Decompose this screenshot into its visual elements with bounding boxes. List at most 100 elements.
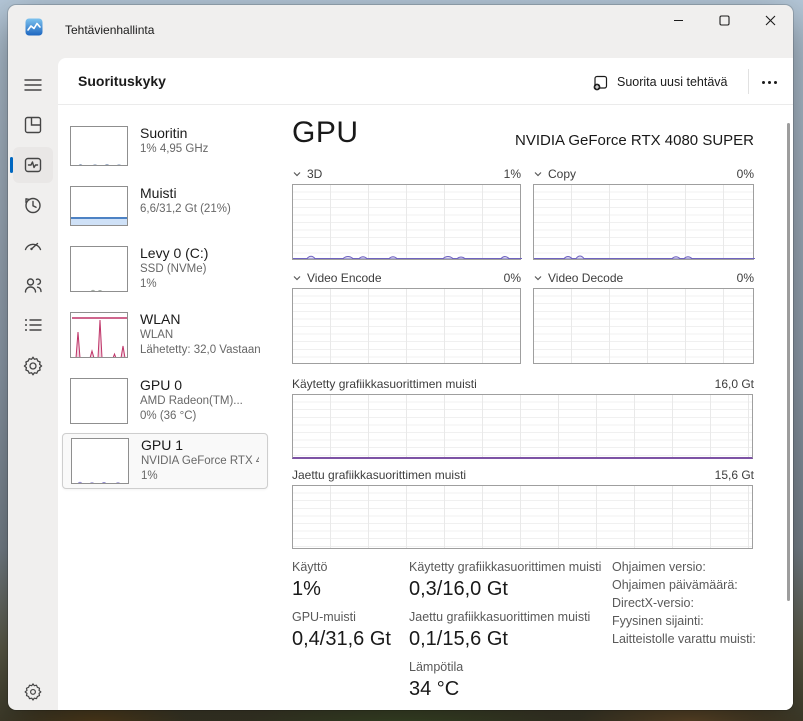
memory-mini-chart [70, 186, 128, 226]
history-icon [25, 197, 41, 214]
chart-copy [533, 184, 755, 260]
perf-item-memory[interactable]: Muisti 6,6/31,2 Gt (21%) [62, 182, 268, 230]
nav-menu-button[interactable] [13, 67, 53, 103]
info-directx-version: DirectX-versio: [612, 596, 694, 610]
chevron-down-icon [534, 172, 542, 177]
wlan-mini-chart [70, 312, 128, 358]
nav-startup-apps[interactable] [13, 227, 53, 263]
close-icon [765, 15, 775, 25]
info-physical-location: Fyysinen sijainti: [612, 614, 704, 628]
perf-item-sub: AMD Radeon(TM)... [140, 395, 243, 407]
cog-icon [23, 356, 43, 376]
perf-item-sub: 1% 4,95 GHz [140, 143, 209, 155]
settings-gear-icon [24, 683, 42, 701]
perf-item-title: Levy 0 (C:) [140, 246, 209, 261]
users-icon [24, 278, 42, 293]
run-task-icon [593, 75, 608, 90]
engine-3d-label[interactable]: 3D [292, 167, 322, 181]
chevron-down-icon [534, 276, 542, 281]
perf-item-sub: WLAN [140, 329, 174, 341]
nav-performance[interactable] [10, 147, 53, 183]
stat-temperature-value: 34 °C [409, 678, 460, 700]
dedicated-memory-max: 16,0 Gt [714, 377, 754, 391]
chart-3d [292, 184, 522, 260]
more-options-button[interactable] [752, 68, 786, 96]
app-icon [25, 18, 43, 36]
task-manager-window: Tehtävienhallinta [8, 5, 793, 710]
processes-icon [24, 116, 42, 134]
chart-video-decode [533, 288, 754, 364]
title-bar: Tehtävienhallinta [8, 5, 793, 58]
stat-dedicated-value: 0,3/16,0 Gt [409, 578, 508, 600]
perf-item-title: Suoritin [140, 126, 188, 141]
perf-item-sub2: 0% (36 °C) [140, 410, 197, 422]
perf-item-sub2: 1% [141, 470, 158, 482]
stat-gpu-memory-value: 0,4/31,6 Gt [292, 628, 391, 650]
engine-copy-value: 0% [736, 167, 754, 181]
window-title: Tehtävienhallinta [65, 23, 155, 37]
gpu-device-name: NVIDIA GeForce RTX 4080 SUPER [515, 132, 754, 149]
perf-item-gpu1-selected[interactable]: GPU 1 NVIDIA GeForce RTX 408 1% [62, 433, 268, 489]
engine-encode-label[interactable]: Video Encode [292, 271, 382, 285]
dedicated-memory-label: Käytetty grafiikkasuorittimen muisti [292, 377, 477, 391]
perf-item-sub2: 1% [140, 278, 157, 290]
nav-users[interactable] [13, 267, 53, 303]
perf-item-title: GPU 0 [140, 378, 183, 393]
stat-dedicated-label: Käytetty grafiikkasuorittimen muisti [409, 560, 602, 574]
perf-item-cpu[interactable]: Suoritin 1% 4,95 GHz [62, 122, 268, 170]
perf-item-title: Muisti [140, 186, 177, 201]
engine-copy-label[interactable]: Copy [533, 167, 576, 181]
stat-temperature-label: Lämpötila [409, 660, 464, 674]
info-reserved-memory: Laitteistolle varattu muisti: [612, 632, 756, 646]
gpu0-mini-chart [70, 378, 128, 424]
stat-shared-label: Jaettu grafiikkasuorittimen muisti [409, 610, 591, 624]
minimize-icon [673, 19, 683, 21]
engine-encode-value: 0% [503, 271, 521, 285]
chevron-down-icon [293, 276, 301, 281]
perf-item-sub: NVIDIA GeForce RTX 408 [141, 455, 259, 467]
perf-item-gpu0[interactable]: GPU 0 AMD Radeon(TM)... 0% (36 °C) [62, 374, 268, 428]
disk-mini-chart [70, 246, 128, 292]
content-card: Suorituskyky Suorita uusi tehtävä Suorit… [58, 58, 793, 710]
card-header: Suorituskyky Suorita uusi tehtävä [58, 58, 793, 105]
driver-info-column: Ohjaimen versio: Ohjaimen päivämäärä: Di… [612, 558, 772, 648]
performance-icon [24, 157, 42, 173]
perf-item-sub: 6,6/31,2 Gt (21%) [140, 203, 231, 215]
vertical-scrollbar[interactable] [787, 123, 790, 601]
gauge-icon [24, 242, 42, 251]
minimize-button[interactable] [655, 5, 701, 35]
list-icon [25, 319, 42, 331]
nav-settings[interactable] [13, 673, 53, 709]
engine-3d-value: 1% [503, 167, 521, 181]
perf-item-disk[interactable]: Levy 0 (C:) SSD (NVMe) 1% [62, 242, 268, 296]
page-title: Suorituskyky [78, 73, 166, 89]
chart-video-encode [292, 288, 521, 364]
engine-decode-label[interactable]: Video Decode [533, 271, 623, 285]
nav-services[interactable] [13, 347, 53, 383]
stat-shared-value: 0,1/15,6 Gt [409, 628, 508, 650]
stat-gpu-memory-label: GPU-muisti [292, 610, 356, 624]
engine-decode-value: 0% [736, 271, 754, 285]
gpu1-mini-chart [71, 438, 129, 484]
info-driver-version: Ohjaimen versio: [612, 560, 706, 574]
perf-item-sub2: Lähetetty: 32,0 Vastaano [140, 344, 260, 356]
gpu-panel-title: GPU [292, 116, 359, 149]
info-driver-date: Ohjaimen päivämäärä: [612, 578, 738, 592]
close-button[interactable] [747, 5, 793, 35]
chevron-down-icon [293, 172, 301, 177]
perf-item-sub: SSD (NVMe) [140, 263, 207, 275]
nav-details[interactable] [13, 307, 53, 343]
shared-memory-max: 15,6 Gt [714, 468, 754, 482]
chart-dedicated-memory [292, 394, 753, 459]
shared-memory-label: Jaettu grafiikkasuorittimen muisti [292, 468, 467, 482]
gpu-panel: GPU NVIDIA GeForce RTX 4080 SUPER 3D 1% … [292, 116, 756, 710]
maximize-icon [718, 14, 730, 26]
selected-indicator [10, 157, 13, 173]
maximize-button[interactable] [701, 5, 747, 35]
perf-item-title: WLAN [140, 312, 181, 327]
nav-processes[interactable] [13, 107, 53, 143]
perf-item-wlan[interactable]: WLAN WLAN Lähetetty: 32,0 Vastaano [62, 308, 268, 362]
nav-app-history[interactable] [13, 187, 53, 223]
run-new-task-button[interactable]: Suorita uusi tehtävä [586, 68, 734, 96]
hamburger-icon [24, 79, 42, 91]
